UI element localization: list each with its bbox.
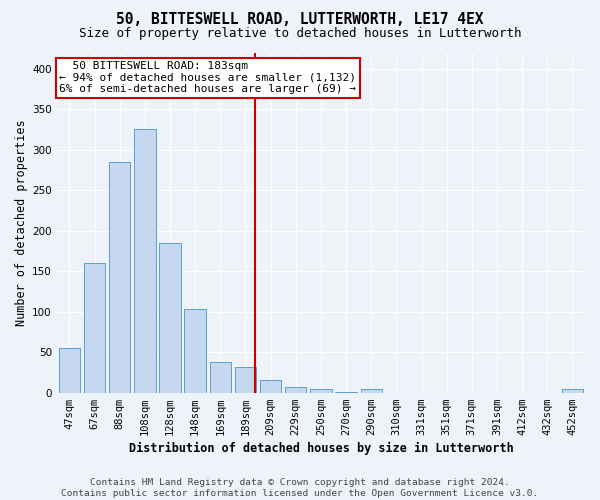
Text: Size of property relative to detached houses in Lutterworth: Size of property relative to detached ho… <box>79 28 521 40</box>
Y-axis label: Number of detached properties: Number of detached properties <box>15 119 28 326</box>
Bar <box>260 380 281 392</box>
Bar <box>562 390 583 392</box>
Bar <box>310 390 332 392</box>
Bar <box>134 130 155 392</box>
Text: Contains HM Land Registry data © Crown copyright and database right 2024.
Contai: Contains HM Land Registry data © Crown c… <box>61 478 539 498</box>
Bar <box>59 348 80 393</box>
Bar <box>184 309 206 392</box>
Text: 50, BITTESWELL ROAD, LUTTERWORTH, LE17 4EX: 50, BITTESWELL ROAD, LUTTERWORTH, LE17 4… <box>116 12 484 28</box>
Bar <box>235 366 256 392</box>
Bar <box>159 243 181 392</box>
Bar <box>361 388 382 392</box>
Bar <box>209 362 231 392</box>
X-axis label: Distribution of detached houses by size in Lutterworth: Distribution of detached houses by size … <box>128 442 513 455</box>
Text: 50 BITTESWELL ROAD: 183sqm  
← 94% of detached houses are smaller (1,132)
6% of : 50 BITTESWELL ROAD: 183sqm ← 94% of deta… <box>59 61 356 94</box>
Bar <box>109 162 130 392</box>
Bar <box>285 387 307 392</box>
Bar <box>84 263 105 392</box>
